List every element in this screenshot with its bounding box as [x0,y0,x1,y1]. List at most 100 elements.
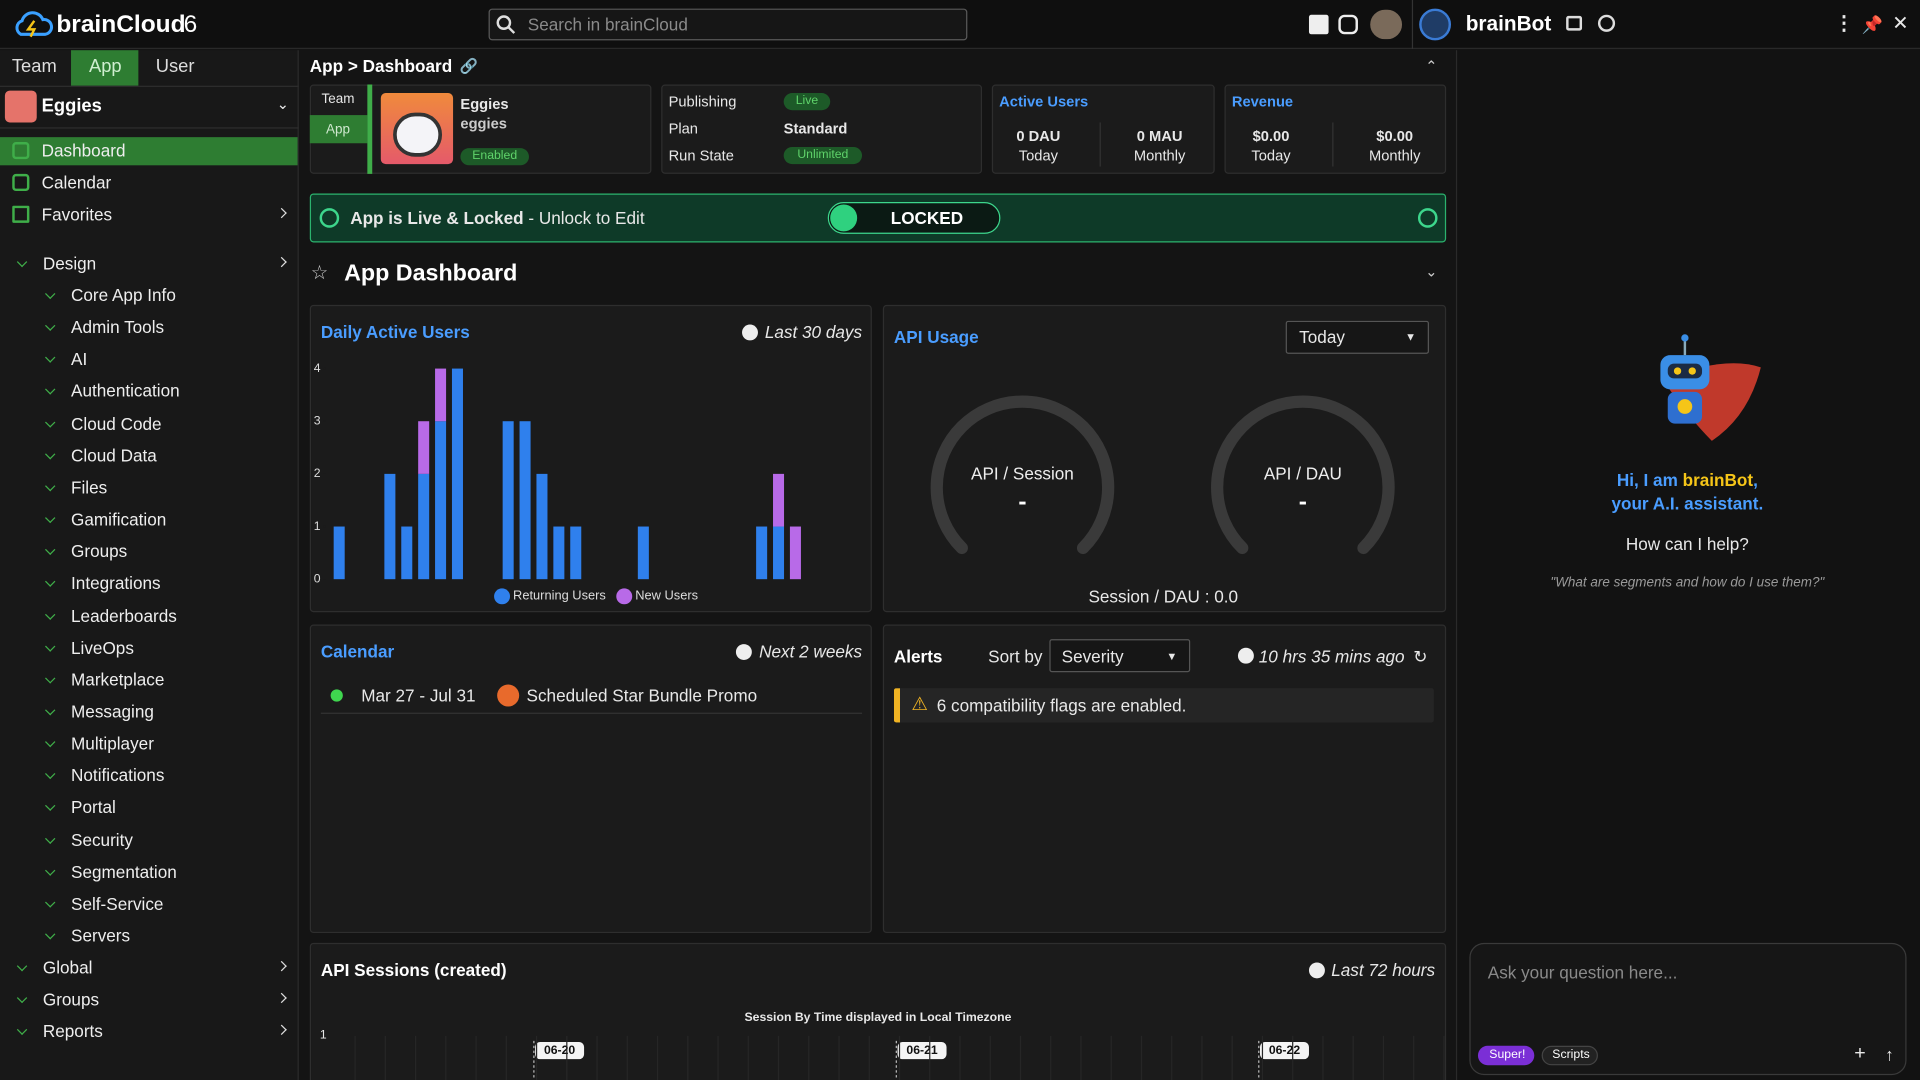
clock-icon [742,324,758,341]
app-tab-active[interactable] [309,115,368,144]
lock-status: App is Live & Locked [350,208,524,228]
chart-title: Session By Time displayed in Local Timez… [744,1011,1012,1025]
sidebar-tab[interactable]: Team [11,56,57,78]
nav-item[interactable]: AI [71,349,88,369]
app-status: Enabled [460,148,529,166]
stat-label: Monthly [1368,146,1421,165]
search-icon [496,15,516,34]
user-avatar[interactable] [1370,9,1403,40]
publishing-label: Run State [668,146,734,165]
sidebar [0,50,299,1080]
nav-section[interactable]: Design [42,253,97,274]
history-icon[interactable] [1597,14,1616,32]
alerts-panel [882,624,1447,934]
sort-select[interactable] [1049,639,1191,673]
chip-label[interactable]: Scripts [1552,1048,1590,1062]
refresh-icon[interactable]: ↻ [1413,646,1428,667]
updated-time: 10 hrs 35 mins ago [1258,646,1405,667]
discord-icon[interactable] [1338,14,1358,35]
lock-button-label[interactable]: LOCKED [890,208,964,228]
greeting: Hi, I am brainBot, [1617,470,1758,490]
chip-label[interactable]: Super! [1489,1048,1526,1062]
nav-icon [12,173,30,192]
nav-item[interactable]: Admin Tools [71,317,165,337]
nav-item[interactable]: Files [71,477,108,498]
event-name[interactable]: Scheduled Star Bundle Promo [526,685,758,706]
nav-item[interactable]: Marketplace [71,669,165,690]
nav-active[interactable] [0,137,298,166]
period-select[interactable] [1285,320,1429,354]
assistant-name: brainBot [1465,12,1552,36]
close-icon[interactable]: ✕ [1892,13,1909,35]
lock-text: App is Live & Locked - Unlock to Edit [350,208,644,228]
bot-avatar [1419,8,1452,41]
dau-panel [309,304,872,613]
nav-item[interactable]: Calendar [41,172,112,193]
nav-section[interactable]: Reports [42,1021,103,1041]
nav-item[interactable]: Portal [71,797,116,818]
app-select-caret[interactable]: ⌄ [276,95,290,113]
panel-title: API Usage [893,326,979,347]
dashboard-title: App Dashboard [344,260,518,287]
nav-item[interactable]: Gamification [71,509,167,530]
nav-item[interactable]: Favorites [41,204,113,225]
clock-icon [735,644,752,660]
nav-item[interactable]: Segmentation [71,861,177,882]
event-icon [497,684,520,707]
stat-value: 0 DAU [1016,127,1061,145]
help-icon[interactable] [1417,208,1438,228]
nav-section[interactable]: Global [42,957,93,978]
chip[interactable] [1541,1045,1598,1066]
panel-title: Calendar [320,641,395,662]
nav-item[interactable]: Cloud Code [71,413,162,433]
chip[interactable] [1477,1045,1535,1066]
favorite-star[interactable]: ☆ [310,263,329,285]
greeting-name: brainBot [1682,470,1754,490]
event-dates: Mar 27 - Jul 31 [361,685,476,706]
alert-row [893,688,1434,723]
time-range: Last 30 days [764,322,863,342]
nav-item[interactable]: Messaging [71,701,154,722]
publishing-badge: Live [783,93,831,111]
help-icon[interactable] [1308,14,1329,35]
nav-item[interactable]: Self-Service [71,893,164,914]
pin-icon[interactable]: 📌 [1861,14,1883,35]
nav-item[interactable]: Servers [71,925,131,946]
breadcrumb: App > Dashboard [309,56,453,76]
nav-section[interactable]: Groups [42,989,100,1009]
chat-icon[interactable] [1566,15,1583,31]
expand-icon[interactable]: ⌄ [1425,263,1438,281]
tab-active[interactable] [71,50,139,86]
app-name: Eggies [41,95,102,117]
collapse-icon[interactable]: ⌃ [1425,57,1438,75]
nav-item[interactable]: Dashboard [41,140,126,161]
example-question: "What are segments and how do I use them… [1550,575,1825,591]
nav-item[interactable]: Multiplayer [71,733,154,754]
nav-item[interactable]: Groups [71,541,128,562]
app-card-tab[interactable]: App [325,122,350,138]
nav-item[interactable]: Notifications [71,765,165,786]
nav-item[interactable]: Core App Info [71,285,176,305]
menu-icon[interactable]: ⋮ [1834,13,1854,35]
send-icon[interactable]: ↑ [1885,1044,1894,1065]
nav-item[interactable]: Security [71,829,133,850]
app-card-tab[interactable]: Team [321,91,355,107]
calendar-panel [309,624,872,934]
clock-icon [1237,647,1254,664]
time-range: Last 72 hours [1331,960,1436,980]
nav-item[interactable]: Leaderboards [71,605,177,626]
app-id: eggies [460,115,507,133]
nav-item[interactable]: LiveOps [71,637,134,658]
dropdown-caret: ▼ [1405,330,1417,343]
sidebar-tab[interactable]: User [155,56,195,78]
search-box[interactable] [488,8,968,41]
event-dot [330,689,343,702]
sidebar-tab[interactable]: App [88,56,122,78]
sort-label: Sort by [988,646,1043,667]
link-icon[interactable]: 🔗 [459,57,479,75]
stat-value: $0.00 [1376,127,1414,145]
nav-item[interactable]: Authentication [71,381,180,401]
add-icon[interactable]: + [1854,1043,1866,1065]
nav-item[interactable]: Integrations [71,573,161,594]
nav-item[interactable]: Cloud Data [71,445,157,465]
